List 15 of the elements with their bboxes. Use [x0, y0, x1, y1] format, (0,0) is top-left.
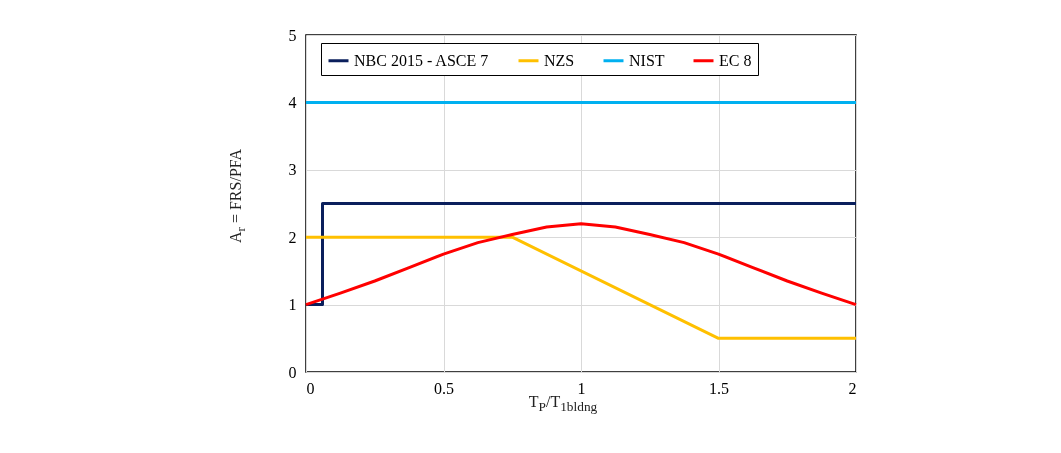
y-tick-label: 2 [288, 228, 297, 246]
x-tick-label: 0 [306, 379, 315, 397]
legend-label: NBC 2015 - ASCE 7 [354, 51, 489, 69]
legend-label: NZS [544, 51, 575, 69]
x-tick-label: 2 [848, 379, 857, 397]
y-tick-label: 4 [288, 93, 297, 111]
y-tick-label: 0 [288, 363, 297, 381]
y-tick-label: 3 [288, 161, 297, 179]
x-tick-label: 1.5 [709, 379, 729, 397]
legend-label: EC 8 [719, 51, 752, 69]
line-series [304, 222, 858, 307]
y-tick-label: 1 [288, 296, 297, 314]
legend-label: NIST [629, 51, 665, 69]
y-tick-label: 5 [288, 26, 297, 44]
x-tick-label: 0.5 [434, 379, 454, 397]
